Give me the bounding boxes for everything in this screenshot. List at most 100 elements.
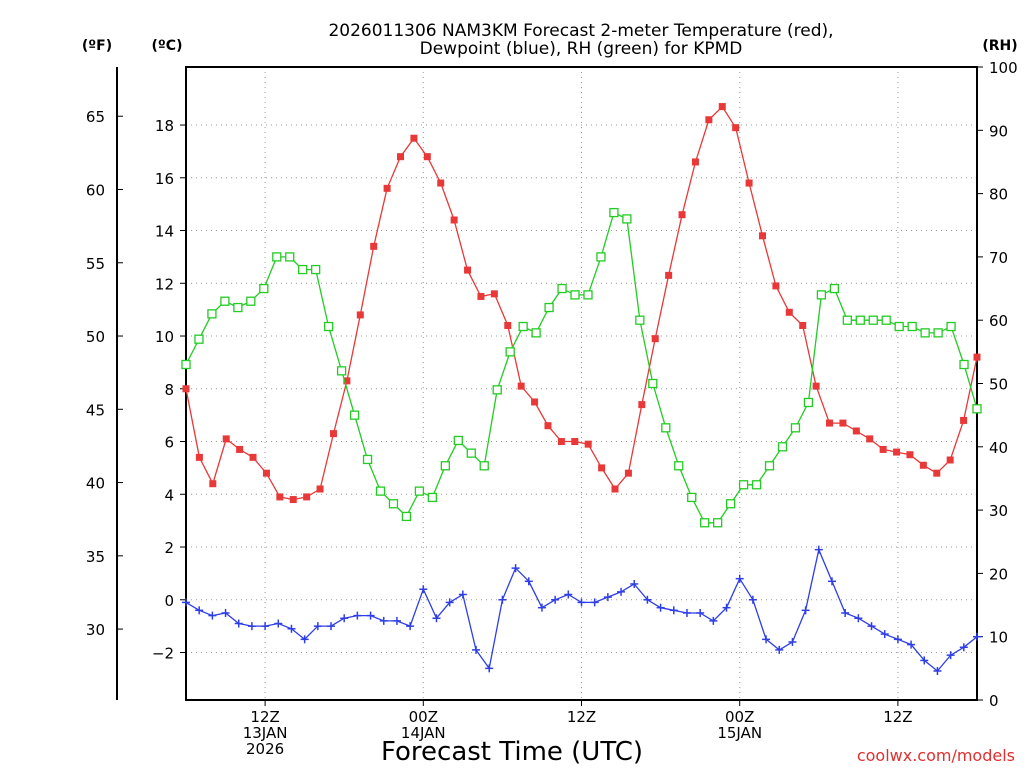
data-point — [221, 608, 230, 617]
data-point — [946, 321, 956, 332]
data-point — [748, 595, 757, 604]
data-point — [564, 590, 573, 599]
data-point — [775, 645, 784, 654]
celsius-tick-label: −2 — [152, 645, 174, 663]
data-point — [362, 454, 373, 465]
data-point — [609, 207, 619, 218]
data-point — [327, 622, 336, 631]
data-point — [973, 632, 981, 641]
data-point — [276, 493, 284, 501]
data-point — [725, 499, 736, 509]
data-point — [907, 321, 917, 332]
rh-tick-label: 100 — [989, 59, 1018, 77]
data-point — [893, 635, 902, 644]
data-point — [735, 574, 744, 583]
data-point — [622, 214, 632, 224]
data-point — [881, 315, 891, 325]
data-point — [669, 606, 678, 615]
data-point — [340, 614, 349, 623]
celsius-tick-label: 18 — [155, 117, 174, 135]
data-point — [801, 606, 810, 615]
data-point — [195, 606, 204, 615]
data-point — [222, 435, 230, 443]
rh-tick-label: 50 — [989, 376, 1008, 394]
data-point — [577, 598, 586, 607]
data-point — [370, 242, 378, 250]
data-point — [557, 283, 567, 294]
data-point — [537, 603, 546, 612]
data-point — [300, 635, 309, 644]
data-point — [517, 382, 525, 390]
celsius-tick-label: 0 — [164, 592, 174, 610]
fahrenheit-tick-label: 45 — [86, 401, 105, 419]
data-point — [466, 448, 476, 458]
data-point — [289, 496, 297, 504]
data-point — [410, 134, 418, 142]
data-point — [624, 469, 632, 477]
fahrenheit-tick-label: 65 — [86, 108, 105, 126]
rh-axis: 0 10 20 30 40 50 60 70 80 90 100 — [977, 59, 1018, 710]
rh-tick-label: 10 — [989, 629, 1008, 647]
data-point — [841, 608, 850, 617]
data-point — [207, 309, 217, 319]
data-point — [485, 664, 494, 673]
data-point — [933, 469, 941, 477]
data-point — [700, 518, 710, 528]
data-point — [732, 124, 740, 132]
data-point — [531, 328, 541, 338]
data-point — [195, 453, 203, 461]
data-point — [598, 464, 606, 472]
data-point — [973, 353, 981, 361]
data-point — [603, 593, 612, 602]
data-point — [274, 619, 283, 628]
celsius-tick-label: 2 — [164, 539, 174, 557]
data-point — [854, 614, 863, 623]
data-point — [440, 461, 450, 471]
data-point — [233, 302, 243, 313]
data-point — [893, 448, 901, 456]
data-point — [458, 590, 467, 599]
data-point — [392, 616, 401, 625]
rh-tick-label: 80 — [989, 186, 1008, 204]
data-point — [584, 440, 592, 448]
time-tick-label: 13JAN — [243, 724, 288, 742]
data-point — [490, 290, 498, 298]
series-2-meter-temperature — [182, 103, 981, 504]
data-point — [960, 416, 968, 424]
data-point — [311, 264, 321, 275]
data-point — [661, 423, 671, 433]
data-point — [705, 116, 713, 124]
data-point — [894, 321, 904, 332]
data-point — [246, 296, 256, 306]
fahrenheit-tick-label: 30 — [86, 621, 105, 639]
data-point — [842, 315, 852, 325]
data-point — [544, 302, 554, 313]
data-point — [758, 232, 766, 240]
data-point — [472, 645, 481, 654]
data-point — [366, 611, 375, 620]
data-point — [531, 398, 539, 406]
data-point — [209, 480, 217, 488]
data-point — [303, 493, 311, 501]
data-point — [678, 211, 686, 219]
chart-title-line2: Dewpoint (blue), RH (green) for KPMD — [420, 39, 743, 59]
data-point — [259, 283, 269, 294]
data-point — [713, 518, 723, 528]
fahrenheit-tick-label: 50 — [86, 328, 105, 346]
data-point — [427, 492, 438, 503]
data-point — [313, 622, 322, 631]
data-point — [511, 564, 520, 573]
data-point — [785, 308, 793, 316]
data-point — [907, 640, 916, 649]
data-point — [356, 311, 364, 319]
data-point — [590, 598, 599, 607]
data-point — [816, 290, 827, 300]
celsius-tick-label: 14 — [155, 223, 174, 241]
data-point — [920, 656, 929, 665]
rh-tick-label: 0 — [989, 692, 999, 710]
celsius-tick-label: 4 — [164, 486, 174, 504]
data-point — [868, 315, 878, 325]
series-dewpoint — [182, 545, 981, 675]
rh-tick-label: 40 — [989, 439, 1008, 457]
